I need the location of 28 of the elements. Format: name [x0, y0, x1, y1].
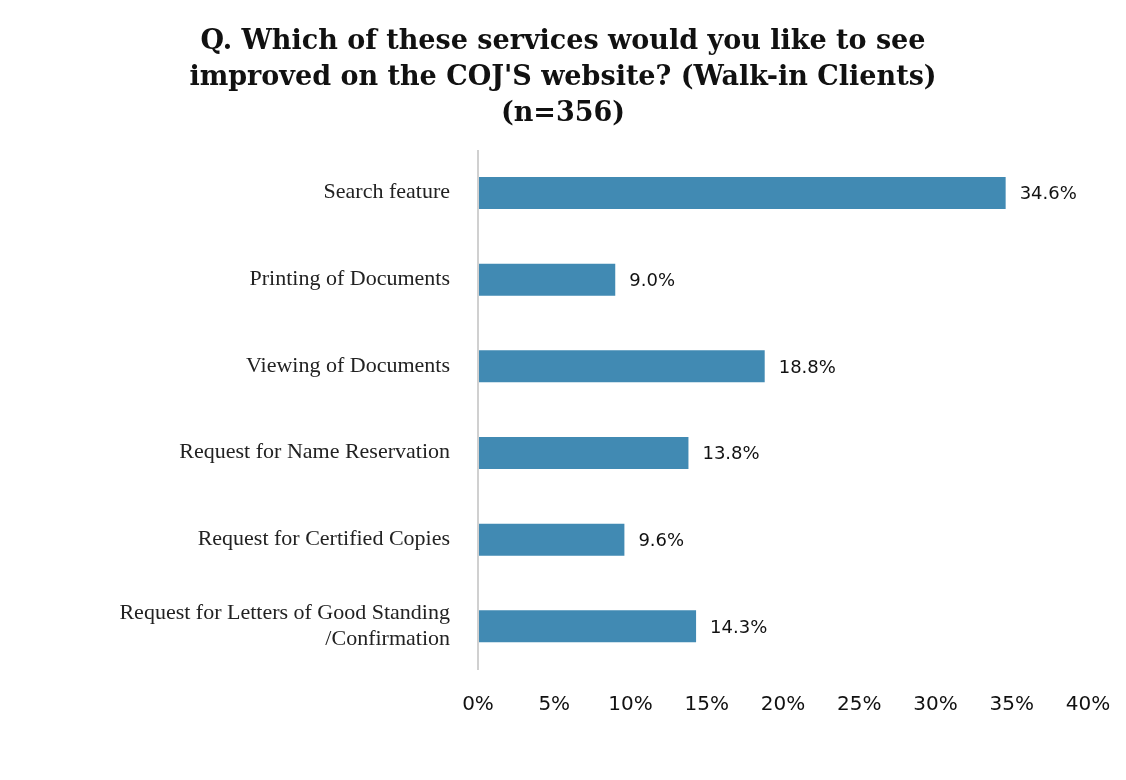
bar — [478, 437, 689, 469]
x-tick-label: 40% — [1065, 691, 1111, 716]
x-tick-label: 15% — [684, 691, 729, 716]
x-tick-label: 35% — [989, 691, 1034, 716]
y-tick-label: Search feature — [323, 178, 450, 204]
x-tick-label: 10% — [608, 691, 653, 716]
bar — [478, 177, 1006, 209]
bar — [478, 523, 625, 556]
x-tick-label: 25% — [837, 691, 882, 716]
y-tick-label: Request for Certified Copies — [197, 525, 450, 551]
data-label: 9.6% — [638, 529, 685, 551]
x-tick-label: 0% — [462, 691, 494, 716]
y-tick-label: Request for Name Reservation — [179, 438, 450, 464]
bar — [478, 610, 697, 643]
y-tick-label: Printing of Documents — [249, 265, 450, 291]
x-tick-label: 30% — [913, 691, 958, 716]
data-label: 34.6% — [1019, 182, 1077, 204]
bar — [478, 350, 765, 383]
bar — [478, 263, 616, 296]
x-tick-label: 5% — [538, 691, 571, 716]
y-tick-label: Viewing of Documents — [246, 351, 450, 377]
data-label: 18.8% — [778, 355, 836, 377]
y-tick-label: Request for Letters of Good Standing /Confirmation — [119, 598, 450, 650]
data-label: 13.8% — [702, 442, 760, 464]
chart-title: Q. Which of these services would you like to see improved on the COJ'S website? (Walk-in Clients) (n=356) — [188, 23, 938, 129]
data-label: 14.3% — [710, 615, 768, 637]
data-label: 9.0% — [629, 269, 675, 291]
x-tick-label: 20% — [760, 691, 806, 716]
